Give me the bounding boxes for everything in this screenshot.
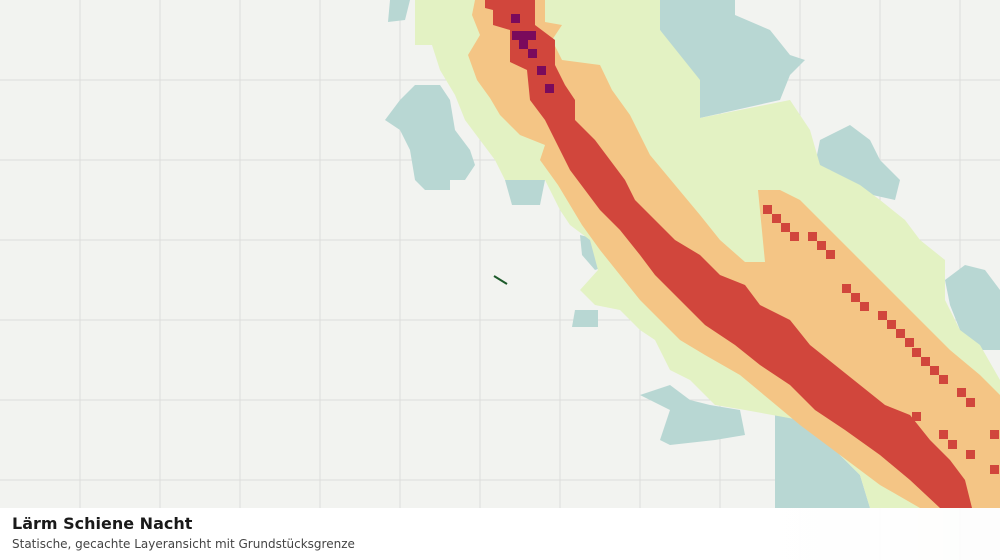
legend-subtitle: Statische, gecachte Layeransicht mit Gru…	[12, 537, 355, 551]
noise-spots-very-high	[511, 14, 554, 93]
legend-title: Lärm Schiene Nacht	[12, 514, 193, 533]
noise-zone-high	[485, 0, 972, 508]
noise-zone-medium	[468, 0, 1000, 508]
legend-panel: Lärm Schiene Nacht Statische, gecachte L…	[0, 508, 1000, 560]
noise-spots-high	[763, 205, 999, 474]
parcel-boundary	[493, 275, 508, 285]
